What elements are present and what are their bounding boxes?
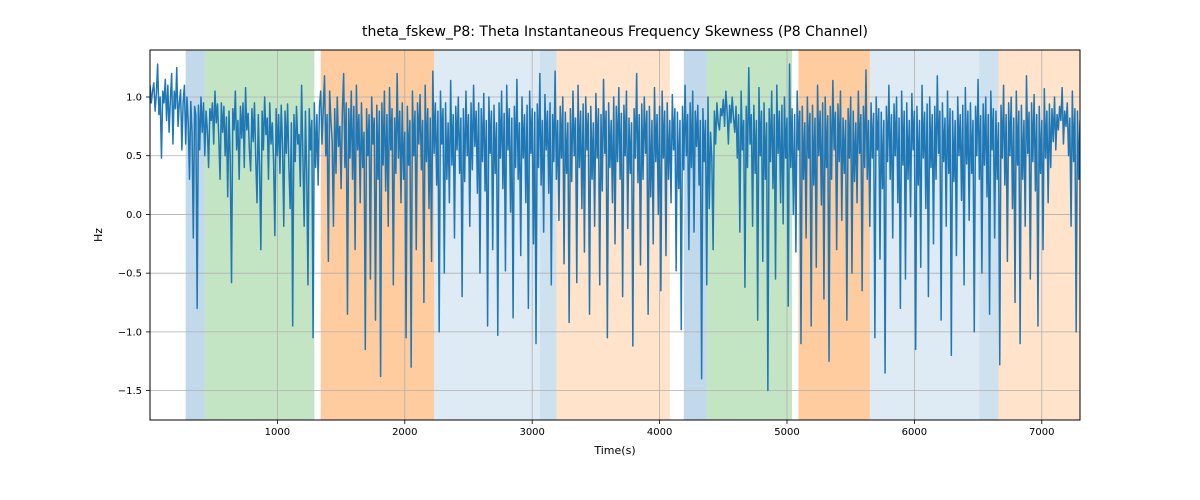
figure: 1000 2000 3000 4000 5000 6000 7000 −1.5 −1.0 −0.5… — [0, 0, 1200, 500]
x-axis-label: Time(s) — [593, 444, 635, 457]
chart-title: theta_fskew_P8: Theta Instantaneous Freq… — [362, 24, 868, 40]
y-tick-label: 0.5 — [126, 151, 142, 162]
x-tick-label: 4000 — [647, 427, 672, 438]
x-tick-label: 1000 — [265, 427, 290, 438]
x-tick-label: 2000 — [392, 427, 417, 438]
y-tick-label: −0.5 — [118, 269, 142, 280]
x-tick-label: 7000 — [1029, 427, 1054, 438]
y-tick-label: −1.0 — [118, 327, 142, 338]
x-tick-label: 6000 — [902, 427, 927, 438]
y-tick-label: 0.0 — [126, 210, 142, 221]
x-tick-label: 3000 — [519, 427, 544, 438]
x-tick-label: 5000 — [774, 427, 799, 438]
y-tick-label: −1.5 — [118, 386, 142, 397]
chart-svg: 1000 2000 3000 4000 5000 6000 7000 −1.5 −1.0 −0.5… — [0, 0, 1200, 500]
y-axis-label: Hz — [92, 228, 105, 242]
y-tick-label: 1.0 — [126, 92, 142, 103]
